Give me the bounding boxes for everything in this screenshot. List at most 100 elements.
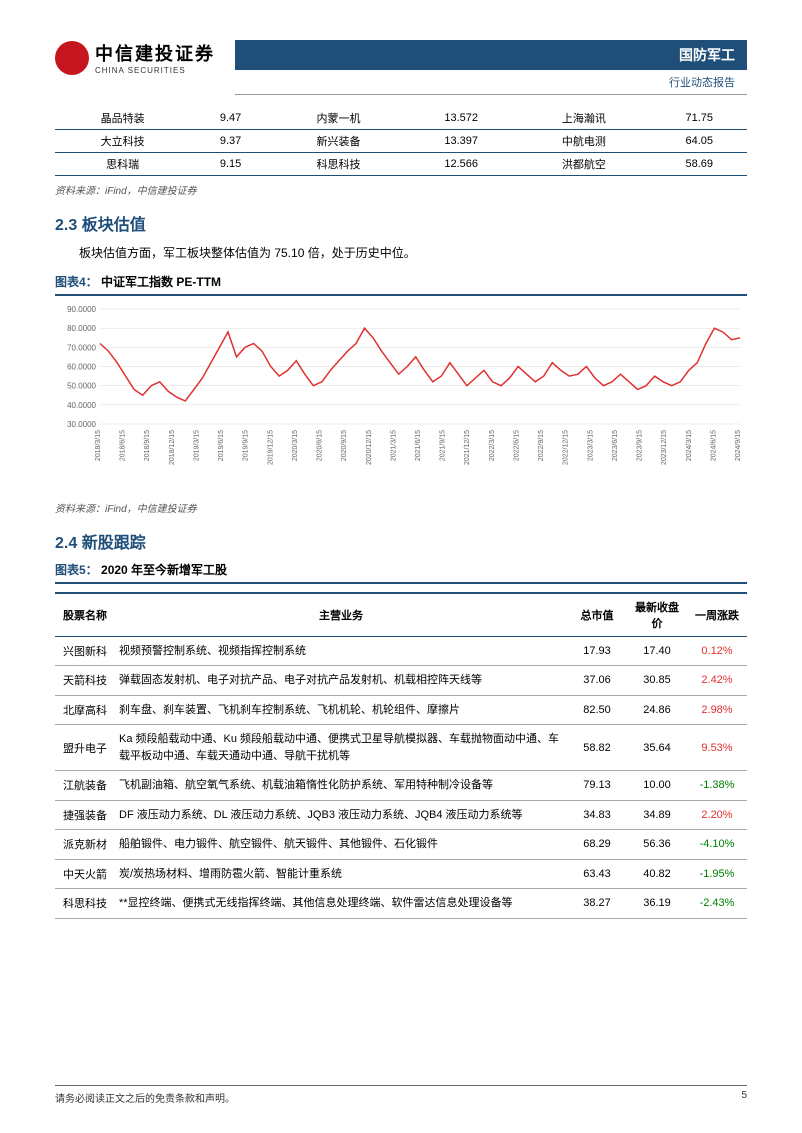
table-cell: 北摩高科 <box>55 695 115 725</box>
table-cell: Ka 频段船载动中通、Ku 频段船载动中通、便携式卫星导航模拟器、车载抛物面动中… <box>115 725 567 771</box>
table-row: 科思科技**显控终端、便携式无线指挥终端、其他信息处理终端、软件雷达信息处理设备… <box>55 889 747 919</box>
svg-text:2023/6/15: 2023/6/15 <box>612 430 619 461</box>
table-cell: 17.93 <box>567 636 627 666</box>
table-cell: 30.85 <box>627 666 687 696</box>
table-cell: 9.47 <box>190 107 271 130</box>
table-cell: 58.69 <box>652 153 747 176</box>
svg-text:2021/9/15: 2021/9/15 <box>440 430 447 461</box>
table-cell: 科思科技 <box>271 153 406 176</box>
table-row: 兴图新科视频预警控制系统、视频指挥控制系统17.9317.400.12% <box>55 636 747 666</box>
svg-text:2023/9/15: 2023/9/15 <box>637 430 644 461</box>
table-cell: 2.98% <box>687 695 747 725</box>
chart5-title-text: 2020 年至今新增军工股 <box>101 563 227 577</box>
table-cell: 视频预警控制系统、视频指挥控制系统 <box>115 636 567 666</box>
table-cell: 24.86 <box>627 695 687 725</box>
svg-text:2022/6/15: 2022/6/15 <box>513 430 520 461</box>
table-row: 捷强装备DF 液压动力系统、DL 液压动力系统、JQB3 液压动力系统、JQB4… <box>55 800 747 830</box>
svg-text:2024/9/15: 2024/9/15 <box>735 430 742 461</box>
table-cell: 37.06 <box>567 666 627 696</box>
table-cell: 64.05 <box>652 130 747 153</box>
svg-text:2022/12/15: 2022/12/15 <box>563 429 570 464</box>
svg-text:2018/9/15: 2018/9/15 <box>144 430 151 461</box>
table-cell: 13.572 <box>406 107 516 130</box>
logo: 中信建投证券 CHINA SECURITIES <box>55 40 215 75</box>
chart5-title: 图表5： 2020 年至今新增军工股 <box>55 561 747 584</box>
footer-page-number: 5 <box>741 1090 747 1105</box>
table-cell: 弹载固态发射机、电子对抗产品、电子对抗产品发射机、机载相控阵天线等 <box>115 666 567 696</box>
logo-text-en: CHINA SECURITIES <box>95 66 215 75</box>
chart4-title: 图表4： 中证军工指数 PE-TTM <box>55 273 747 296</box>
table-cell: 刹车盘、刹车装置、飞机刹车控制系统、飞机机轮、机轮组件、摩擦片 <box>115 695 567 725</box>
table-cell: 2.20% <box>687 800 747 830</box>
table-cell: 9.37 <box>190 130 271 153</box>
svg-text:2024/3/15: 2024/3/15 <box>686 430 693 461</box>
table-cell: 34.89 <box>627 800 687 830</box>
table-cell: 9.53% <box>687 725 747 771</box>
table-cell: 17.40 <box>627 636 687 666</box>
table-cell: 38.27 <box>567 889 627 919</box>
table-cell: -1.38% <box>687 771 747 801</box>
chart4: 30.000040.000050.000060.000070.000080.00… <box>55 304 747 494</box>
table-cell: 68.29 <box>567 830 627 860</box>
svg-text:60.0000: 60.0000 <box>67 362 96 371</box>
table-cell: 晶品特装 <box>55 107 190 130</box>
table-cell: 捷强装备 <box>55 800 115 830</box>
table-cell: 12.566 <box>406 153 516 176</box>
chart4-svg: 30.000040.000050.000060.000070.000080.00… <box>55 304 745 494</box>
section-2-3-paragraph: 板块估值方面，军工板块整体估值为 75.10 倍，处于历史中位。 <box>55 243 747 265</box>
table-cell: 派克新材 <box>55 830 115 860</box>
table-header: 最新收盘价 <box>627 593 687 637</box>
table-cell: 34.83 <box>567 800 627 830</box>
header-category: 国防军工 <box>235 40 747 70</box>
table-header: 股票名称 <box>55 593 115 637</box>
table-cell: **显控终端、便携式无线指挥终端、其他信息处理终端、软件雷达信息处理设备等 <box>115 889 567 919</box>
table-cell: 天箭科技 <box>55 666 115 696</box>
svg-text:2018/12/15: 2018/12/15 <box>169 429 176 464</box>
table-cell: DF 液压动力系统、DL 液压动力系统、JQB3 液压动力系统、JQB4 液压动… <box>115 800 567 830</box>
table-row: 派克新材船舶锻件、电力锻件、航空锻件、航天锻件、其他锻件、石化锻件68.2956… <box>55 830 747 860</box>
top-table-source: 资料来源：iFind，中信建投证券 <box>55 182 747 197</box>
svg-text:30.0000: 30.0000 <box>67 420 96 429</box>
table-cell: 0.12% <box>687 636 747 666</box>
svg-text:2022/3/15: 2022/3/15 <box>489 430 496 461</box>
stock-table: 股票名称主营业务总市值最新收盘价一周涨跌 兴图新科视频预警控制系统、视频指挥控制… <box>55 592 747 919</box>
table-cell: 大立科技 <box>55 130 190 153</box>
table-cell: 36.19 <box>627 889 687 919</box>
chart4-title-prefix: 图表4： <box>55 275 98 289</box>
svg-text:2020/9/15: 2020/9/15 <box>341 430 348 461</box>
table-cell: 兴图新科 <box>55 636 115 666</box>
svg-text:40.0000: 40.0000 <box>67 400 96 409</box>
table-cell: 2.42% <box>687 666 747 696</box>
table-cell: 35.64 <box>627 725 687 771</box>
logo-text-cn: 中信建投证券 <box>95 40 215 66</box>
svg-text:2019/9/15: 2019/9/15 <box>243 430 250 461</box>
table-cell: 科思科技 <box>55 889 115 919</box>
table-cell: 10.00 <box>627 771 687 801</box>
table-cell: 56.36 <box>627 830 687 860</box>
table-cell: 船舶锻件、电力锻件、航空锻件、航天锻件、其他锻件、石化锻件 <box>115 830 567 860</box>
table-row: 中天火箭炭/炭热场材料、增雨防雹火箭、智能计重系统63.4340.82-1.95… <box>55 859 747 889</box>
svg-text:2019/12/15: 2019/12/15 <box>267 429 274 464</box>
svg-text:2021/12/15: 2021/12/15 <box>464 429 471 464</box>
table-row: 江航装备飞机副油箱、航空氧气系统、机载油箱惰性化防护系统、军用特种制冷设备等79… <box>55 771 747 801</box>
table-cell: 82.50 <box>567 695 627 725</box>
logo-icon <box>55 41 89 75</box>
svg-text:2022/9/15: 2022/9/15 <box>538 430 545 461</box>
page-header: 中信建投证券 CHINA SECURITIES 国防军工 行业动态报告 <box>55 40 747 95</box>
table-cell: 新兴装备 <box>271 130 406 153</box>
table-row: 晶品特装9.47内蒙一机13.572上海瀚讯71.75 <box>55 107 747 130</box>
table-cell: -2.43% <box>687 889 747 919</box>
table-row: 天箭科技弹载固态发射机、电子对抗产品、电子对抗产品发射机、机载相控阵天线等37.… <box>55 666 747 696</box>
table-header: 一周涨跌 <box>687 593 747 637</box>
table-header: 主营业务 <box>115 593 567 637</box>
svg-text:2019/3/15: 2019/3/15 <box>193 430 200 461</box>
svg-text:2021/3/15: 2021/3/15 <box>390 430 397 461</box>
footer-disclaimer: 请务必阅读正文之后的免责条款和声明。 <box>55 1090 235 1105</box>
table-cell: 洪都航空 <box>516 153 651 176</box>
table-cell: 13.397 <box>406 130 516 153</box>
svg-text:50.0000: 50.0000 <box>67 381 96 390</box>
svg-text:2019/6/15: 2019/6/15 <box>218 430 225 461</box>
table-cell: 71.75 <box>652 107 747 130</box>
table-cell: 内蒙一机 <box>271 107 406 130</box>
svg-text:2018/6/15: 2018/6/15 <box>120 430 127 461</box>
